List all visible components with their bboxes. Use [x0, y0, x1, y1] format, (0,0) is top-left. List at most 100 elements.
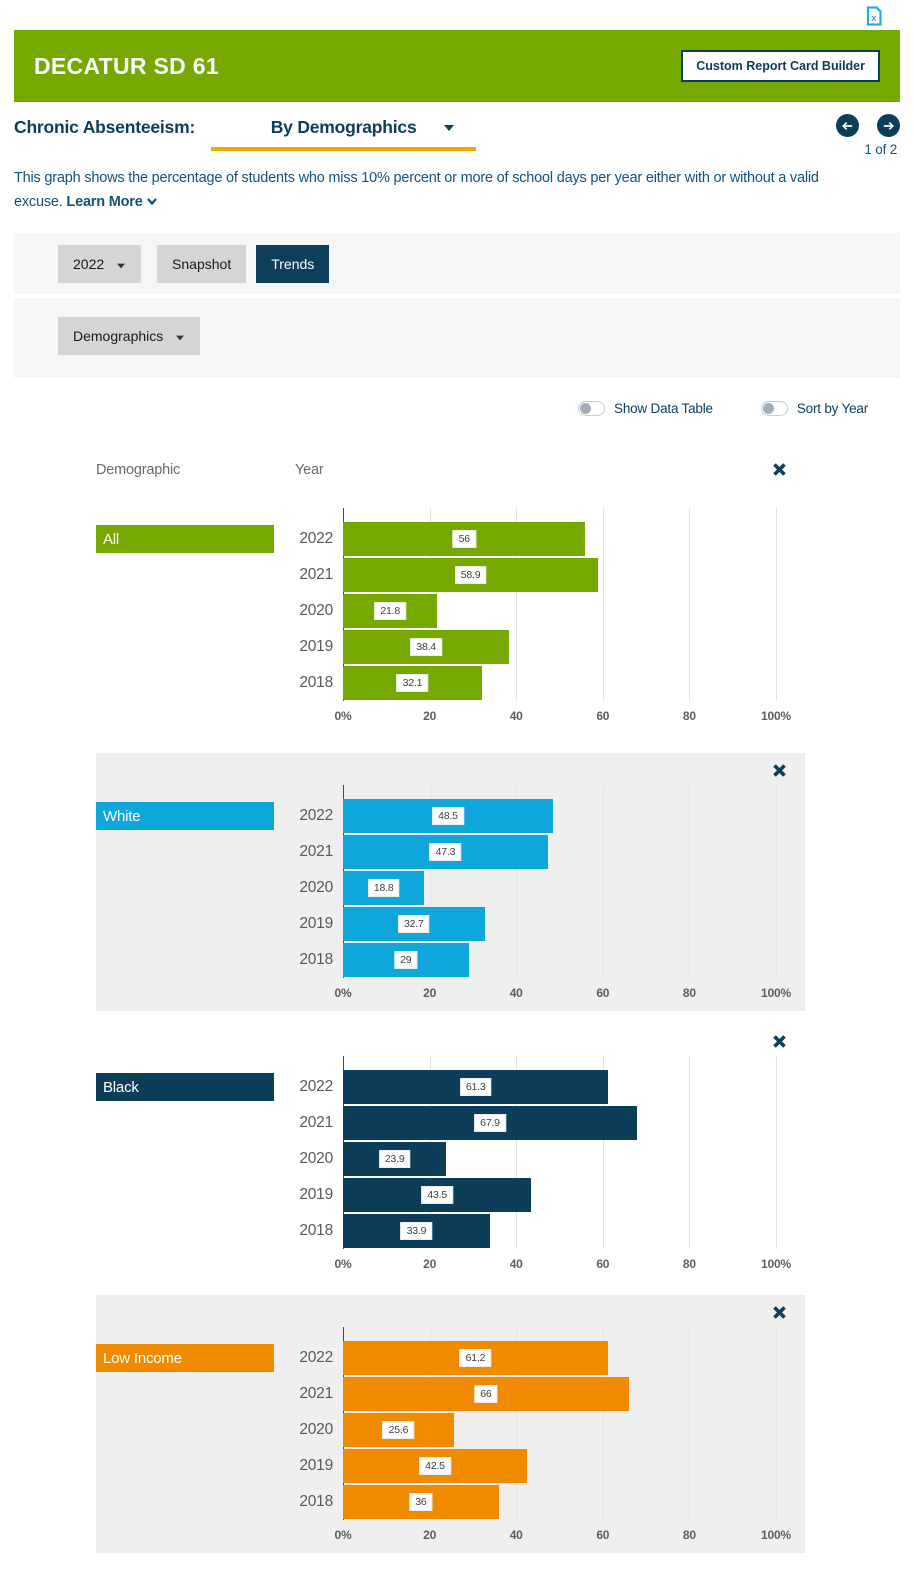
chart-panel-white-demo: White 2022 48.5 2021 47.3 2020 18.8 2019 32.7 20…	[96, 753, 805, 1011]
axis-tick-label: 60	[596, 1257, 610, 1271]
year-label: 2020	[299, 1421, 333, 1438]
bar-track: 21.8	[343, 593, 776, 629]
demographic-column-header: Demographic	[96, 462, 181, 478]
chart-body: Low Income 2022 61.2 2021 66 2020 25.6 2019 42.…	[96, 1327, 805, 1544]
bar-track: 43.5	[343, 1177, 776, 1213]
year-label: 2018	[299, 1222, 333, 1239]
gridline	[516, 1056, 518, 1249]
axis-tick-label: 0%	[334, 1257, 352, 1271]
axis-tick-label: 100%	[761, 1528, 791, 1542]
caret-down-icon	[444, 125, 455, 131]
axis-tick-label: 60	[596, 986, 610, 1000]
axis-tick-label: 80	[682, 709, 696, 723]
demographics-dropdown[interactable]: Demographics	[58, 317, 201, 355]
bar-value-label: 47.3	[429, 843, 462, 861]
learn-more-link[interactable]: Learn More	[66, 194, 158, 210]
bar-value-label: 25.6	[382, 1421, 415, 1439]
bar-value-label: 56	[452, 530, 476, 548]
bar-track: 61.3	[343, 1069, 776, 1105]
bar-track: 38.4	[343, 629, 776, 665]
toggle-off-icon	[760, 400, 788, 416]
bar-row: 2021 58.9	[274, 557, 776, 593]
bar-row: 2019 38.4	[274, 629, 776, 665]
gridline	[516, 785, 518, 978]
bar-value-label: 61.3	[459, 1078, 492, 1096]
year-label: 2019	[299, 915, 333, 932]
gridline	[776, 1327, 777, 1520]
gridline	[776, 785, 777, 978]
bar-track: 23.9	[343, 1141, 776, 1177]
axis-tick-label: 60	[596, 1528, 610, 1542]
demographic-label: Black	[96, 1073, 274, 1101]
close-icon[interactable]	[770, 1303, 789, 1322]
district-title: DECATUR SD 61	[34, 52, 219, 79]
prev-arrow-icon[interactable]	[835, 114, 859, 137]
bar-track: 67.9	[343, 1105, 776, 1141]
gridline	[776, 508, 777, 701]
bar-track: 61.2	[343, 1340, 776, 1376]
description-text: This graph shows the percentage of stude…	[14, 170, 819, 210]
bar-track: 29	[343, 942, 776, 978]
year-label: 2020	[299, 1150, 333, 1167]
next-arrow-icon[interactable]	[877, 114, 900, 137]
pager: 1 of 2	[822, 114, 900, 157]
gridline	[602, 508, 604, 701]
snapshot-tab[interactable]: Snapshot	[157, 244, 247, 283]
chart-column-headers: Demographic Year	[96, 462, 805, 479]
bar-track: 58.9	[343, 557, 776, 593]
close-icon[interactable]	[770, 761, 789, 780]
gridline	[689, 1327, 691, 1520]
bar-track: 18.8	[343, 870, 776, 906]
bar-row: 2022 48.5	[274, 798, 776, 834]
bar-value-label: 48.5	[432, 807, 464, 825]
bar-value-label: 61.2	[459, 1349, 492, 1367]
axis-tick-label: 80	[682, 1528, 696, 1542]
sort-by-year-toggle[interactable]: Sort by Year	[760, 400, 868, 416]
bar-rows: 2022 56 2021 58.9 2020 21.8 2019 38.4 2018 32.1	[274, 521, 776, 701]
axis-tick-label: 20	[423, 1257, 437, 1271]
bar-track: 48.5	[343, 798, 776, 834]
year-label: 2021	[299, 843, 333, 860]
bar-row: 2020 18.8	[274, 870, 776, 906]
bar-value-label: 58.9	[454, 566, 487, 584]
axis-tick-label: 60	[596, 709, 610, 723]
bar-value-label: 23.9	[378, 1150, 411, 1168]
close-icon[interactable]	[770, 1032, 789, 1051]
charts-area: Demographic Year All 2022 56 2021 58.9 2020 2…	[96, 462, 805, 1553]
plot-area: 2022 61.2 2021 66 2020 25.6 2019 42.5 2018 36 0% 2…	[274, 1327, 791, 1544]
toggle-row: Show Data Table Sort by Year	[0, 398, 868, 418]
bar-value-label: 66	[474, 1385, 498, 1403]
year-label: 2021	[299, 566, 333, 583]
caret-down-icon	[117, 263, 126, 268]
bar-row: 2018 33.9	[274, 1213, 776, 1249]
year-label: 2019	[299, 1186, 333, 1203]
trends-tab[interactable]: Trends	[256, 244, 330, 283]
topic-label: Chronic Absenteeism:	[14, 117, 196, 137]
bar-value-label: 42.5	[419, 1457, 451, 1475]
view-dropdown[interactable]: By Demographics	[211, 114, 477, 151]
excel-export-icon[interactable]: x	[866, 6, 882, 29]
bar-value-label: 33.9	[400, 1222, 433, 1240]
x-axis: 0% 20 40 60 80 100%	[335, 701, 792, 725]
year-label: 2019	[299, 638, 333, 655]
bar-row: 2018 32.1	[274, 665, 776, 701]
chart-body: All 2022 56 2021 58.9 2020 21.8 2019 38.4 2018 32…	[96, 508, 805, 725]
axis-tick-label: 0%	[334, 709, 352, 723]
year-column-header: Year	[295, 462, 324, 478]
custom-report-card-builder-button[interactable]: Custom Report Card Builder	[681, 50, 880, 82]
year-dropdown[interactable]: 2022	[58, 244, 142, 283]
show-data-table-toggle[interactable]: Show Data Table	[578, 400, 713, 416]
gridline	[429, 785, 431, 978]
year-label: 2020	[299, 879, 333, 896]
bar-row: 2019 32.7	[274, 906, 776, 942]
controls-band-demographics: Demographics	[14, 298, 900, 378]
axis-tick-label: 20	[423, 986, 437, 1000]
bar-row: 2018 29	[274, 942, 776, 978]
chart-body: White 2022 48.5 2021 47.3 2020 18.8 2019 32.7 20…	[96, 785, 805, 1002]
close-icon[interactable]	[770, 460, 789, 479]
toggle-off-icon	[578, 400, 606, 416]
axis-tick-label: 100%	[761, 986, 791, 1000]
bar-row: 2020 25.6	[274, 1412, 776, 1448]
bar-row: 2022 61.3	[274, 1069, 776, 1105]
